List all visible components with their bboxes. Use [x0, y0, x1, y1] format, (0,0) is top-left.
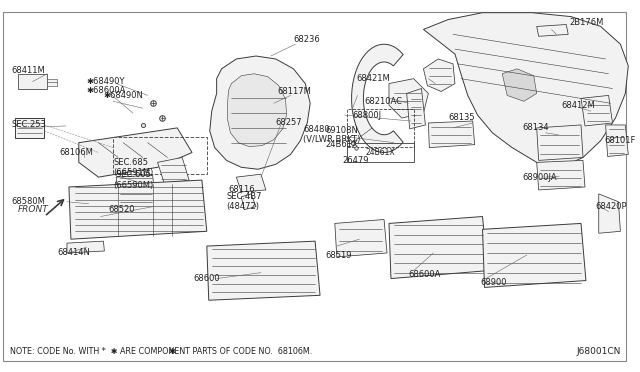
- Text: ✱68490Y: ✱68490Y: [86, 77, 125, 86]
- Polygon shape: [389, 217, 488, 279]
- Text: 68116: 68116: [228, 185, 255, 195]
- Polygon shape: [424, 59, 455, 92]
- Polygon shape: [537, 160, 585, 190]
- Text: 68800J: 68800J: [353, 110, 381, 119]
- Polygon shape: [335, 219, 387, 257]
- Text: ✱68490N: ✱68490N: [104, 91, 143, 100]
- Text: J68001CN: J68001CN: [576, 347, 620, 356]
- Text: 68580M: 68580M: [12, 197, 45, 206]
- Polygon shape: [241, 194, 256, 210]
- Text: 26479: 26479: [342, 156, 369, 165]
- Text: SEC.253: SEC.253: [12, 121, 47, 129]
- Text: 68600A: 68600A: [409, 270, 441, 279]
- Text: 68411M: 68411M: [12, 66, 45, 75]
- Text: 69108N: 69108N: [325, 126, 358, 135]
- Polygon shape: [537, 125, 583, 160]
- Polygon shape: [236, 174, 266, 192]
- Text: NOTE: CODE No. WITH *  ✱ ARE COMPONENT PARTS OF CODE NO.  68106M.: NOTE: CODE No. WITH * ✱ ARE COMPONENT PA…: [10, 347, 312, 356]
- Text: 2B176M: 2B176M: [569, 18, 604, 27]
- Text: ✱68600A: ✱68600A: [86, 86, 126, 95]
- Text: -SEC.605
(66590M): -SEC.605 (66590M): [113, 170, 154, 190]
- Bar: [347, 109, 413, 147]
- Polygon shape: [537, 25, 568, 36]
- Text: 68236: 68236: [294, 35, 320, 44]
- Polygon shape: [406, 89, 426, 129]
- Text: 68117M: 68117M: [278, 87, 312, 96]
- Polygon shape: [79, 128, 192, 177]
- Polygon shape: [47, 78, 57, 86]
- Text: 68135: 68135: [448, 113, 475, 122]
- Polygon shape: [116, 175, 156, 207]
- Polygon shape: [483, 224, 586, 288]
- Text: 68900: 68900: [481, 278, 507, 287]
- Text: SEC.685
(66591M): SEC.685 (66591M): [113, 158, 154, 177]
- Polygon shape: [69, 180, 207, 239]
- Polygon shape: [207, 241, 320, 300]
- Polygon shape: [67, 241, 104, 253]
- Polygon shape: [502, 69, 537, 101]
- Text: 68420P: 68420P: [596, 202, 627, 211]
- Polygon shape: [157, 157, 189, 184]
- Text: SEC.4B7
(48472): SEC.4B7 (48472): [227, 192, 262, 211]
- Bar: [113, 137, 207, 174]
- Text: 24B61X: 24B61X: [325, 140, 358, 149]
- Text: 68600: 68600: [193, 274, 220, 283]
- Polygon shape: [15, 118, 44, 138]
- Polygon shape: [599, 194, 620, 233]
- Polygon shape: [424, 13, 628, 167]
- Text: 68134: 68134: [522, 124, 548, 132]
- Text: 68106M: 68106M: [59, 148, 93, 157]
- Text: 68480
(V/LWR BRKT): 68480 (V/LWR BRKT): [303, 125, 361, 144]
- Text: ✱: ✱: [169, 347, 176, 356]
- Polygon shape: [351, 44, 403, 153]
- Polygon shape: [389, 78, 428, 118]
- Text: FRONT: FRONT: [18, 205, 49, 214]
- Polygon shape: [605, 125, 628, 157]
- Text: 68519: 68519: [325, 251, 351, 260]
- Polygon shape: [18, 74, 47, 89]
- Text: 24B61X: 24B61X: [365, 148, 395, 157]
- Polygon shape: [227, 74, 287, 147]
- Polygon shape: [428, 121, 475, 148]
- Polygon shape: [581, 95, 612, 126]
- Text: 68421M: 68421M: [356, 74, 390, 83]
- Text: 68210AC: 68210AC: [364, 97, 403, 106]
- Bar: [347, 143, 413, 162]
- Text: 68412M: 68412M: [561, 101, 595, 110]
- Polygon shape: [210, 56, 310, 169]
- Text: 68257: 68257: [276, 118, 302, 128]
- Text: 68101F: 68101F: [605, 136, 636, 145]
- Text: 68520: 68520: [108, 205, 135, 214]
- Text: 68900JA: 68900JA: [522, 173, 557, 182]
- Text: 68414N: 68414N: [57, 248, 90, 257]
